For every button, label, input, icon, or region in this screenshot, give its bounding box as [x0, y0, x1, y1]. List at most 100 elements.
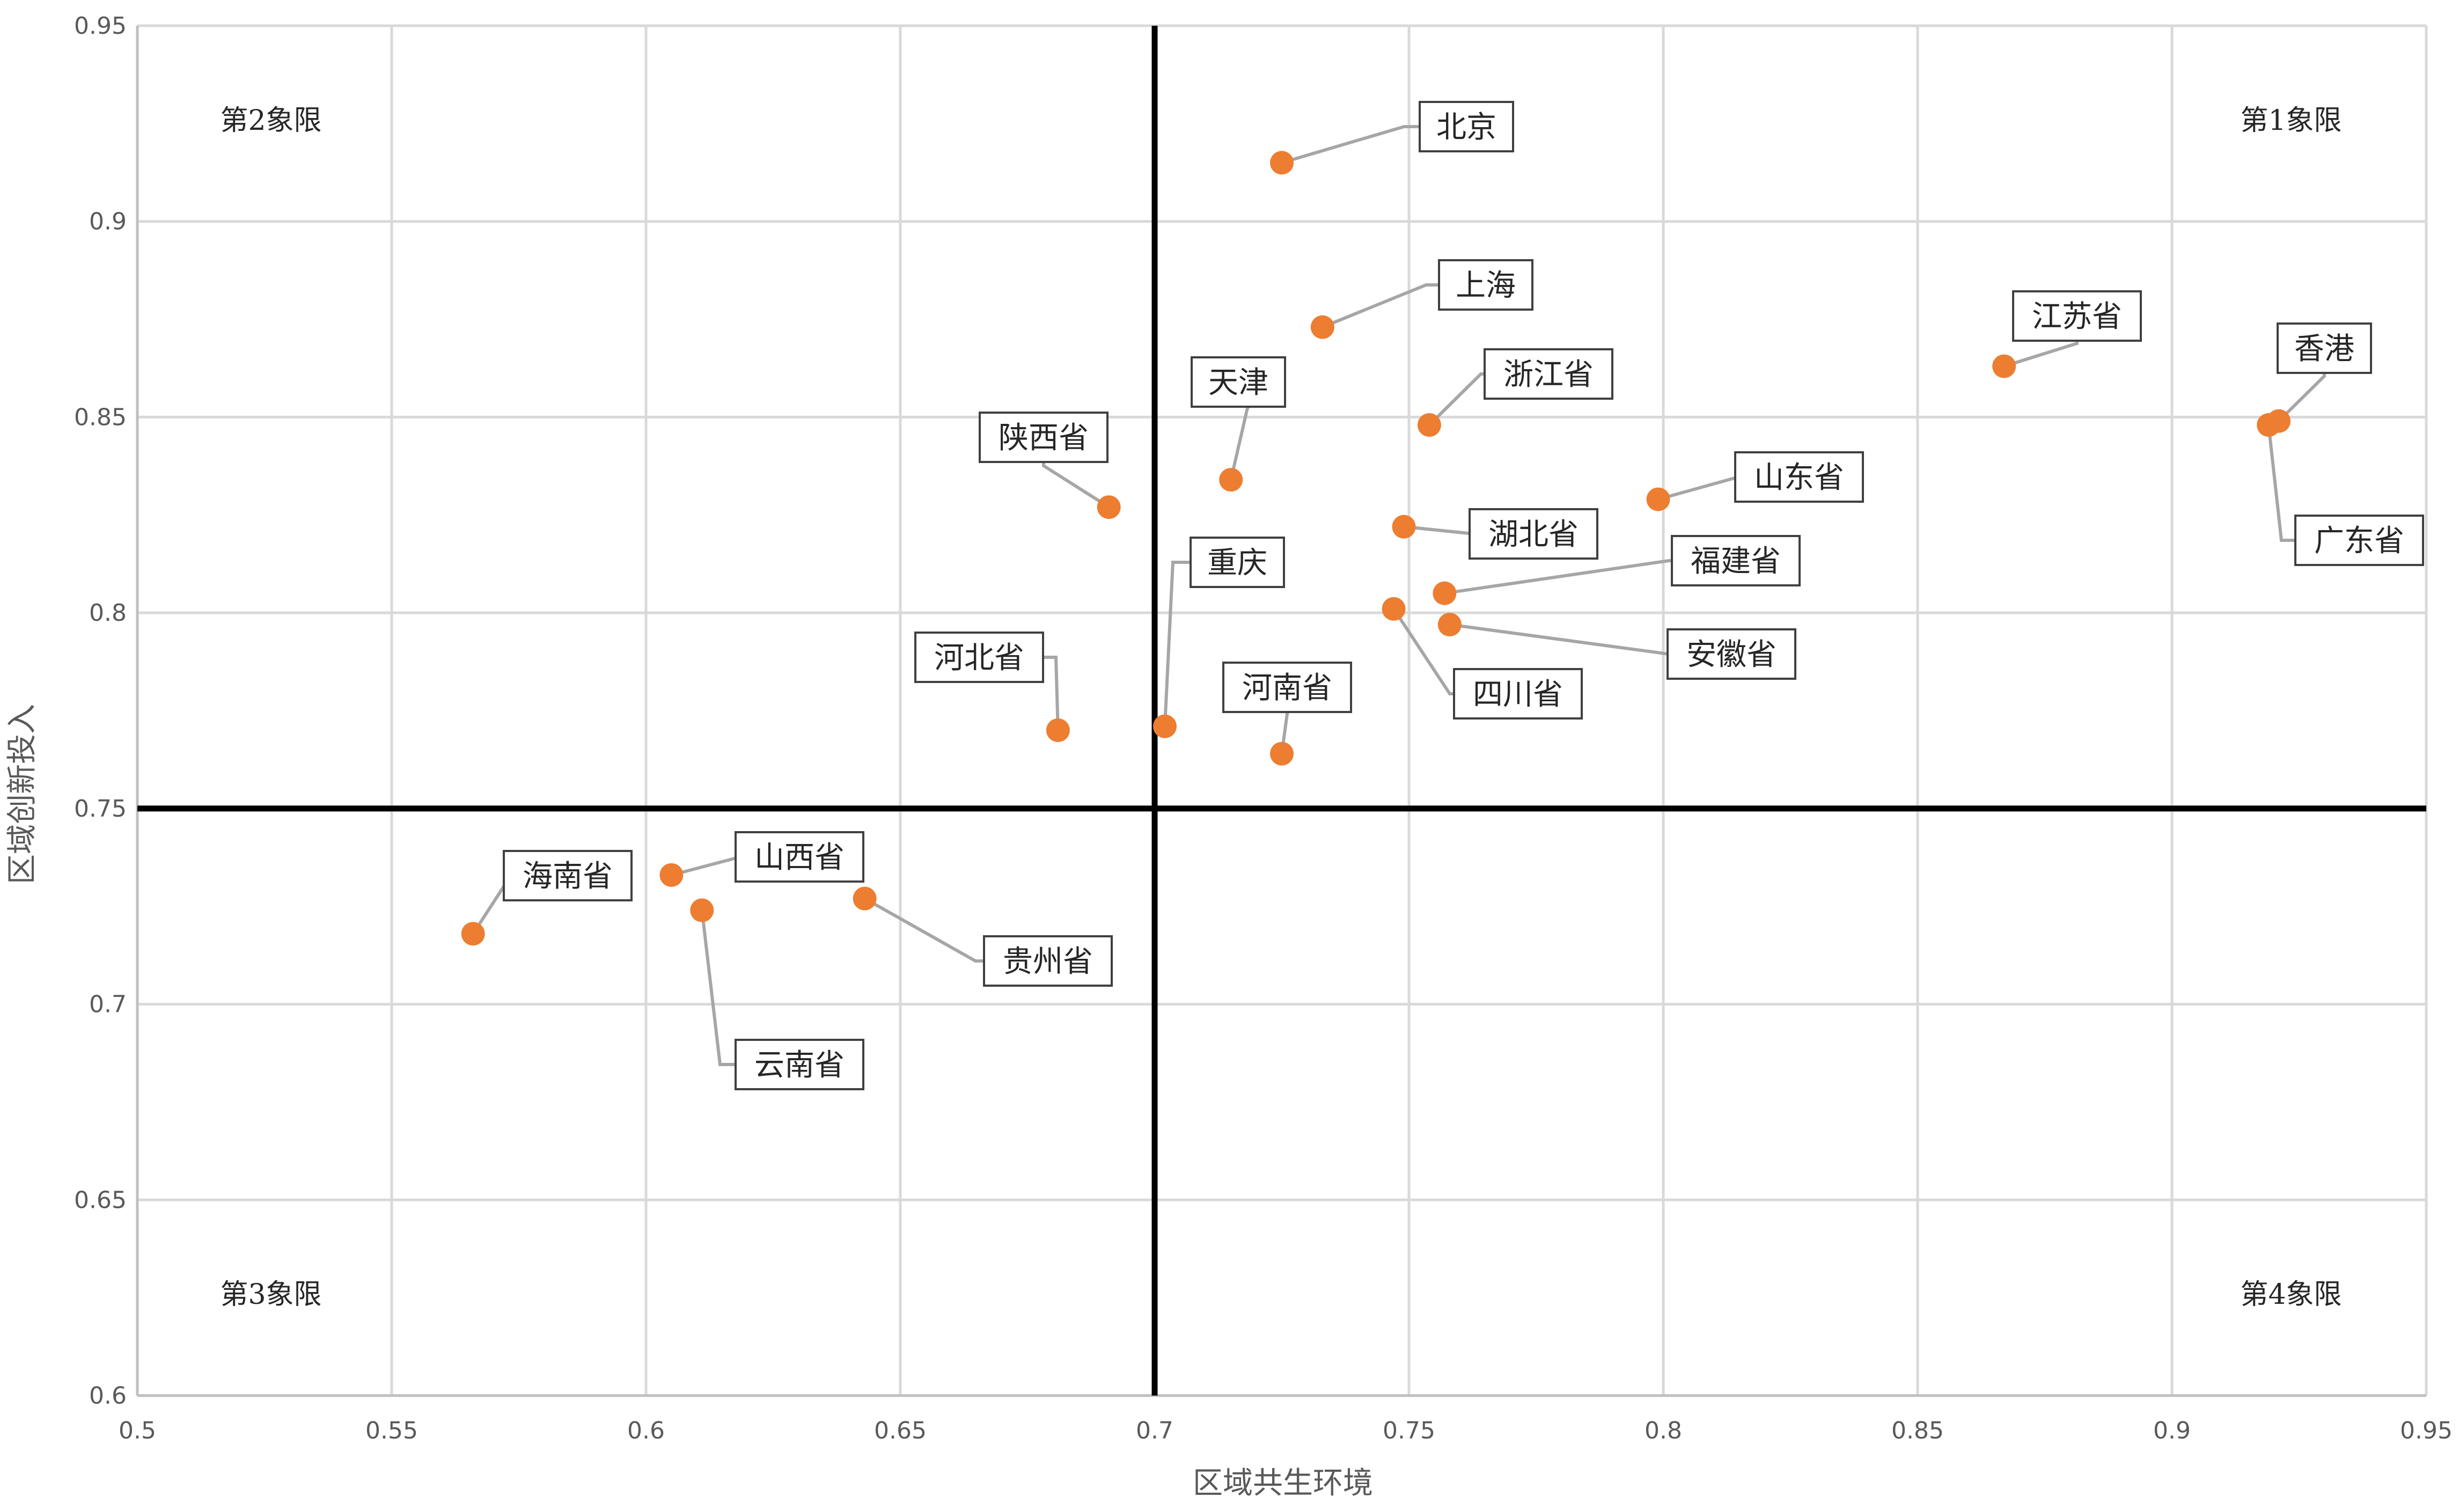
- point-label: 陕西省: [979, 412, 1109, 463]
- data-point: [1270, 151, 1294, 175]
- point-label: 山西省: [735, 831, 864, 883]
- label-text: 云南省: [754, 1048, 845, 1083]
- data-point: [690, 898, 714, 922]
- point-label: 四川省: [1453, 668, 1583, 720]
- quadrant-label-3: 第3象限: [220, 1279, 321, 1311]
- leader-line: [1042, 462, 1110, 509]
- leader-line: [1428, 372, 1485, 427]
- label-box: [1484, 348, 1613, 400]
- label-text: 天津: [1208, 365, 1268, 400]
- point-label: 福建省: [1671, 535, 1801, 586]
- y-tick-label: 0.95: [74, 12, 127, 40]
- label-box: [1734, 451, 1864, 503]
- point-label: 江苏省: [2012, 290, 2142, 342]
- label-text: 陕西省: [999, 421, 1089, 456]
- x-tick-label: 0.85: [1891, 1417, 1944, 1444]
- label-box: [735, 1039, 864, 1090]
- point-label: 河北省: [914, 632, 1044, 683]
- label-box: [1667, 628, 1796, 680]
- point-label: 北京: [1419, 101, 1514, 152]
- label-text: 安徽省: [1686, 637, 1777, 672]
- label-text: 河北省: [934, 641, 1024, 676]
- data-point: [1153, 714, 1177, 738]
- quadrant-label-2: 第2象限: [220, 105, 321, 137]
- x-tick-label: 0.8: [1645, 1417, 1682, 1444]
- x-tick-label: 0.75: [1383, 1417, 1435, 1444]
- label-box: [1671, 535, 1801, 586]
- label-text: 山西省: [754, 840, 845, 875]
- x-tick-label: 0.55: [365, 1417, 418, 1444]
- y-tick-label: 0.7: [89, 991, 127, 1018]
- data-point: [2257, 413, 2281, 437]
- data-points: [461, 151, 2291, 946]
- point-label: 重庆: [1190, 537, 1285, 588]
- x-tick-label: 0.9: [2153, 1417, 2191, 1444]
- point-label: 香港: [2277, 322, 2372, 374]
- leader-line: [1281, 125, 1420, 165]
- data-point: [1046, 718, 1070, 742]
- data-point: [1417, 413, 1441, 437]
- x-tick-label: 0.65: [874, 1417, 927, 1444]
- label-text: 浙江省: [1503, 357, 1594, 392]
- leader-line: [700, 910, 736, 1066]
- quadrant-dividers: [137, 26, 2426, 1396]
- point-label: 山东省: [1734, 451, 1864, 503]
- label-text: 海南省: [523, 859, 613, 894]
- label-box: [979, 412, 1109, 463]
- y-tick-label: 0.85: [74, 403, 127, 431]
- point-label: 云南省: [735, 1039, 864, 1090]
- label-text: 四川省: [1473, 677, 1563, 712]
- label-box: [1191, 356, 1286, 408]
- x-axis-title: 区域共生环境: [1193, 1466, 1373, 1501]
- point-label: 湖北省: [1469, 508, 1598, 560]
- leader-line: [1163, 561, 1191, 726]
- tick-labels: 0.5 0.55 0.6 0.65 0.7 0.75 0.8 0.85 0.9 0.95 0.6 0.…: [74, 12, 2453, 1444]
- label-box: [1419, 101, 1514, 152]
- x-tick-label: 0.6: [627, 1417, 665, 1444]
- data-point: [1433, 581, 1457, 605]
- leader-line: [1043, 656, 1060, 731]
- point-label: 浙江省: [1484, 348, 1613, 400]
- label-text: 广东省: [2314, 524, 2404, 559]
- label-box: [983, 935, 1113, 987]
- data-point: [1382, 597, 1406, 621]
- point-label: 贵州省: [983, 935, 1113, 987]
- data-point: [1646, 487, 1670, 511]
- y-tick-label: 0.8: [89, 599, 127, 627]
- data-point: [1992, 354, 2016, 378]
- label-text: 湖北省: [1488, 517, 1579, 552]
- data-point: [853, 886, 877, 911]
- data-point: [1097, 495, 1121, 519]
- label-box: [1222, 662, 1352, 713]
- label-box: [503, 850, 633, 901]
- label-text: 上海: [1456, 268, 1516, 303]
- leader-line: [2267, 424, 2295, 542]
- x-tick-label: 0.95: [2400, 1417, 2453, 1444]
- label-box: [2294, 515, 2424, 566]
- label-box: [914, 632, 1044, 683]
- point-label: 安徽省: [1667, 628, 1796, 680]
- data-point: [659, 863, 684, 887]
- label-box: [1438, 259, 1533, 311]
- x-tick-label: 0.7: [1136, 1417, 1173, 1444]
- quadrant-label-4: 第4象限: [2240, 1279, 2341, 1311]
- label-box: [735, 831, 864, 883]
- data-point: [461, 922, 485, 946]
- label-text: 北京: [1436, 110, 1496, 145]
- label-box: [1453, 668, 1583, 720]
- x-tick-label: 0.5: [119, 1417, 156, 1444]
- label-box: [1469, 508, 1598, 560]
- data-point: [1392, 515, 1416, 539]
- point-label: 河南省: [1222, 662, 1352, 713]
- y-tick-label: 0.65: [74, 1186, 127, 1214]
- data-point: [1437, 613, 1462, 637]
- y-tick-label: 0.6: [89, 1382, 127, 1410]
- label-text: 重庆: [1207, 546, 1267, 581]
- point-label: 上海: [1438, 259, 1533, 311]
- data-point: [1219, 468, 1243, 492]
- label-text: 香港: [2294, 332, 2354, 366]
